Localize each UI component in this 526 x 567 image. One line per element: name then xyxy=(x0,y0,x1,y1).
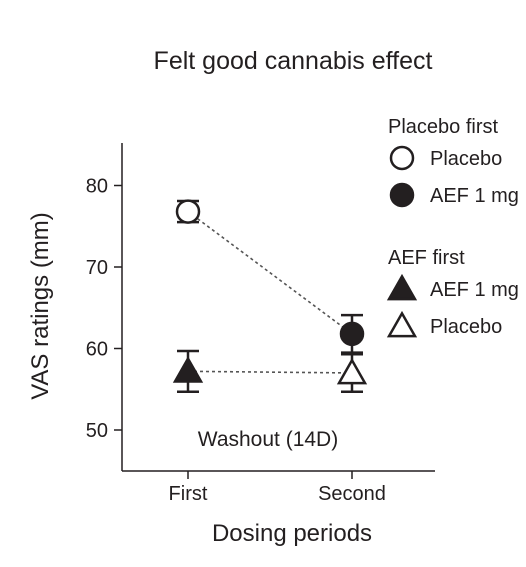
series-connector-line xyxy=(187,210,353,335)
y-ticks: 50 60 70 80 xyxy=(86,176,122,442)
legend-marker-triangle xyxy=(386,273,418,301)
legend-label: Placebo xyxy=(430,148,502,170)
legend-group-title: AEF first xyxy=(388,247,465,269)
washout-annotation: Washout (14D) xyxy=(198,428,338,451)
connector-lines xyxy=(187,210,353,374)
legend-label: Placebo xyxy=(430,316,502,338)
x-tick-label: First xyxy=(169,483,208,505)
y-tick-label: 70 xyxy=(86,257,108,279)
axes xyxy=(121,143,435,472)
x-tick-label: Second xyxy=(318,483,386,505)
data-point-circle xyxy=(175,199,201,224)
y-tick-label: 60 xyxy=(86,339,108,361)
legend-label: AEF 1 mg xyxy=(430,185,519,207)
data-point-triangle xyxy=(172,356,204,383)
data-points xyxy=(172,199,368,393)
y-tick-label: 50 xyxy=(86,420,108,442)
x-axis-label: Dosing periods xyxy=(212,520,372,547)
legend: Placebo first Placebo AEF 1 mg AEF first AEF… xyxy=(386,116,519,338)
legend-label: AEF 1 mg xyxy=(430,279,519,301)
legend-marker-circle xyxy=(389,182,415,208)
legend-group-title: Placebo first xyxy=(388,116,498,138)
series-connector-line xyxy=(187,370,353,374)
chart-title: Felt good cannabis effect xyxy=(154,47,433,75)
data-point-circle xyxy=(339,321,365,347)
data-point-triangle xyxy=(336,357,368,385)
y-tick-label: 80 xyxy=(86,176,108,198)
x-ticks: First Second xyxy=(169,471,386,505)
y-axis-label: VAS ratings (mm) xyxy=(27,212,54,400)
legend-marker-circle xyxy=(389,145,415,171)
legend-marker-triangle xyxy=(386,310,418,338)
